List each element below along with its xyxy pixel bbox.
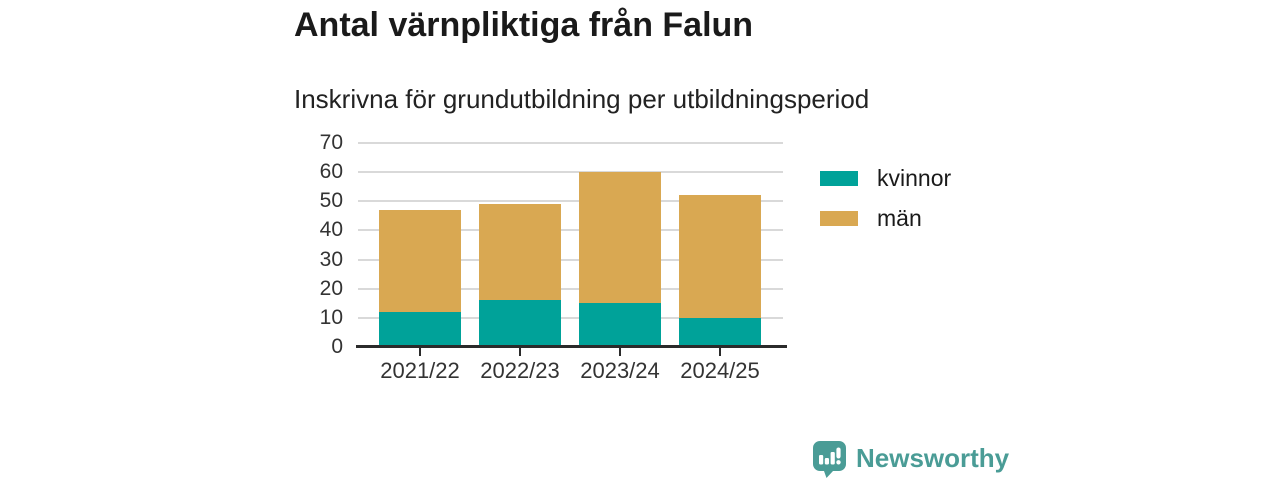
legend-label-man: män [877, 205, 922, 231]
legend-swatch-man [820, 211, 858, 226]
x-tick-label-2023/24: 2023/24 [580, 358, 660, 383]
bar-män-2024/25 [679, 195, 761, 318]
x-tick-label-2024/25: 2024/25 [680, 358, 760, 383]
x-tick-mark-2023/24 [619, 348, 621, 356]
bar-män-2022/23 [479, 204, 561, 301]
gridline-20 [358, 287, 783, 290]
bar-män-2021/22 [379, 210, 461, 313]
y-tick-label-30: 30 [319, 247, 343, 271]
legend-swatch-kvinnor [820, 171, 858, 186]
gridline-40 [358, 229, 783, 232]
legend-item-kvinnor: kvinnor [820, 165, 951, 192]
chart-title: Antal värnpliktiga från Falun [294, 6, 754, 44]
bar-kvinnor-2024/25 [679, 317, 761, 347]
y-tick-label-0: 0 [331, 335, 343, 358]
chart-subtitle: Inskrivna för grundutbildning per utbild… [294, 84, 870, 114]
y-tick-label-50: 50 [319, 189, 343, 213]
bar-män-2023/24 [579, 172, 661, 304]
gridline-30 [358, 258, 783, 261]
x-tick-label-2021/22: 2021/22 [380, 358, 460, 383]
bar-kvinnor-2021/22 [379, 312, 461, 347]
x-tick-mark-2022/23 [519, 348, 521, 356]
legend-item-man: män [820, 205, 951, 232]
bar-kvinnor-2022/23 [479, 300, 561, 347]
y-tick-label-60: 60 [319, 160, 343, 184]
legend: kvinnor män [820, 165, 951, 245]
gridline-60 [358, 171, 783, 174]
gridline-50 [358, 200, 783, 203]
y-tick-label-40: 40 [319, 218, 343, 242]
x-tick-mark-2021/22 [419, 348, 421, 356]
legend-label-kvinnor: kvinnor [877, 165, 952, 191]
newsworthy-brand-name: Newsworthy [856, 443, 1010, 473]
gridline-70 [358, 142, 783, 144]
newsworthy-logo-icon [813, 441, 846, 478]
gridline-10 [358, 316, 783, 319]
x-tick-mark-2024/25 [719, 348, 721, 356]
y-tick-label-20: 20 [319, 276, 343, 300]
y-tick-label-10: 10 [319, 305, 343, 329]
x-axis-line [356, 345, 787, 348]
newsworthy-brand: Newsworthy [813, 441, 1009, 478]
x-tick-label-2022/23: 2022/23 [480, 358, 560, 383]
y-tick-label-70: 70 [319, 131, 343, 154]
bar-kvinnor-2023/24 [579, 303, 661, 347]
